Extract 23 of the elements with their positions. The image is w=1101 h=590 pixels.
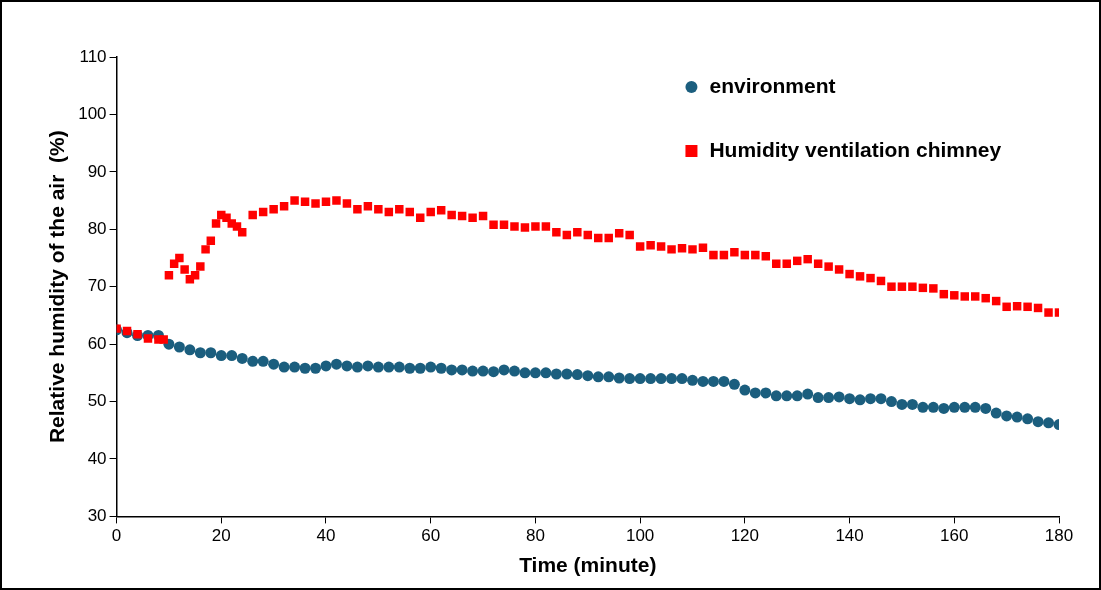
y-tick-label: 40 [87, 448, 107, 468]
y-tick-label: 90 [87, 161, 107, 181]
y-tick-label: 50 [87, 391, 107, 411]
x-tick-label: 20 [211, 526, 231, 546]
x-tick-label: 40 [316, 526, 336, 546]
legend-label: environment [709, 73, 836, 97]
x-tick-label: 100 [625, 526, 655, 546]
y-tick-label: 110 [79, 46, 107, 66]
y-tick-label: 60 [87, 333, 107, 353]
x-tick-label: 80 [525, 526, 545, 546]
y-tick-label: 80 [87, 218, 107, 238]
x-axis-title: Time (minute) [519, 553, 657, 577]
legend-label: Humidity ventilation chimney [709, 137, 1002, 161]
x-tick-label: 60 [421, 526, 441, 546]
x-tick-label: 0 [111, 526, 122, 546]
y-axis-title: Relative humidity of the air (%) [45, 130, 69, 444]
y-tick-label: 70 [87, 276, 107, 296]
x-tick-label: 120 [730, 526, 760, 546]
y-tick-label: 30 [87, 506, 107, 526]
x-tick-label: 140 [835, 526, 864, 546]
x-tick-label: 180 [1044, 526, 1074, 546]
y-tick-label: 100 [78, 104, 107, 124]
x-tick-label: 160 [940, 526, 969, 546]
